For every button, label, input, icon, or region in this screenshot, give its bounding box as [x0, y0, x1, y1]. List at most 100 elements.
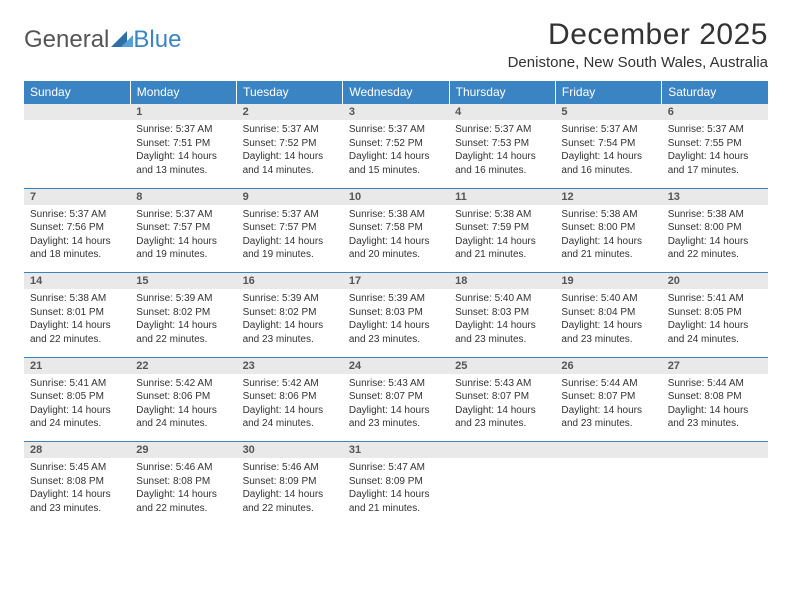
sunrise-text: Sunrise: 5:42 AM: [243, 377, 337, 391]
daylight-text: Daylight: 14 hours and 23 minutes.: [455, 404, 549, 431]
day-number-cell: 13: [662, 188, 768, 205]
day-content-cell: [555, 458, 661, 526]
day-number-cell: 27: [662, 357, 768, 374]
day-content-cell: Sunrise: 5:38 AMSunset: 8:00 PMDaylight:…: [555, 205, 661, 273]
sunrise-text: Sunrise: 5:37 AM: [136, 208, 230, 222]
sunrise-text: Sunrise: 5:43 AM: [455, 377, 549, 391]
header: General Blue December 2025 Denistone, Ne…: [24, 18, 768, 71]
weekday-header: Tuesday: [237, 81, 343, 104]
daylight-text: Daylight: 14 hours and 23 minutes.: [349, 319, 443, 346]
daylight-text: Daylight: 14 hours and 15 minutes.: [349, 150, 443, 177]
day-content-cell: Sunrise: 5:37 AMSunset: 7:54 PMDaylight:…: [555, 120, 661, 188]
day-number-cell: [662, 442, 768, 459]
sunrise-text: Sunrise: 5:40 AM: [455, 292, 549, 306]
day-number-cell: 5: [555, 104, 661, 121]
day-number-cell: 25: [449, 357, 555, 374]
sunset-text: Sunset: 7:53 PM: [455, 137, 549, 151]
day-number-cell: [449, 442, 555, 459]
day-content-row: Sunrise: 5:41 AMSunset: 8:05 PMDaylight:…: [24, 374, 768, 442]
sunset-text: Sunset: 8:01 PM: [30, 306, 124, 320]
daylight-text: Daylight: 14 hours and 17 minutes.: [668, 150, 762, 177]
sunrise-text: Sunrise: 5:37 AM: [561, 123, 655, 137]
day-number-cell: 6: [662, 104, 768, 121]
day-number-row: 28293031: [24, 442, 768, 459]
sunset-text: Sunset: 7:52 PM: [349, 137, 443, 151]
sunset-text: Sunset: 8:08 PM: [668, 390, 762, 404]
sunset-text: Sunset: 8:07 PM: [349, 390, 443, 404]
sunrise-text: Sunrise: 5:37 AM: [455, 123, 549, 137]
day-number-cell: 17: [343, 273, 449, 290]
sunset-text: Sunset: 7:58 PM: [349, 221, 443, 235]
day-number-row: 78910111213: [24, 188, 768, 205]
sunrise-text: Sunrise: 5:39 AM: [136, 292, 230, 306]
day-number-cell: 1: [130, 104, 236, 121]
sunset-text: Sunset: 8:04 PM: [561, 306, 655, 320]
day-content-cell: Sunrise: 5:37 AMSunset: 7:52 PMDaylight:…: [237, 120, 343, 188]
day-content-cell: Sunrise: 5:47 AMSunset: 8:09 PMDaylight:…: [343, 458, 449, 526]
day-content-cell: Sunrise: 5:37 AMSunset: 7:57 PMDaylight:…: [237, 205, 343, 273]
day-number-cell: 16: [237, 273, 343, 290]
day-content-row: Sunrise: 5:38 AMSunset: 8:01 PMDaylight:…: [24, 289, 768, 357]
sunrise-text: Sunrise: 5:46 AM: [243, 461, 337, 475]
sunset-text: Sunset: 8:08 PM: [136, 475, 230, 489]
day-content-cell: [662, 458, 768, 526]
sunset-text: Sunset: 8:07 PM: [455, 390, 549, 404]
day-number-cell: 28: [24, 442, 130, 459]
sunset-text: Sunset: 8:02 PM: [136, 306, 230, 320]
sunset-text: Sunset: 8:08 PM: [30, 475, 124, 489]
weekday-header: Thursday: [449, 81, 555, 104]
sunset-text: Sunset: 8:06 PM: [136, 390, 230, 404]
day-number-cell: 23: [237, 357, 343, 374]
sunset-text: Sunset: 7:55 PM: [668, 137, 762, 151]
day-content-cell: Sunrise: 5:45 AMSunset: 8:08 PMDaylight:…: [24, 458, 130, 526]
day-content-cell: Sunrise: 5:43 AMSunset: 8:07 PMDaylight:…: [449, 374, 555, 442]
day-content-cell: Sunrise: 5:41 AMSunset: 8:05 PMDaylight:…: [662, 289, 768, 357]
sunrise-text: Sunrise: 5:38 AM: [455, 208, 549, 222]
day-number-cell: 20: [662, 273, 768, 290]
sunset-text: Sunset: 8:06 PM: [243, 390, 337, 404]
sunset-text: Sunset: 8:03 PM: [455, 306, 549, 320]
day-number-cell: 8: [130, 188, 236, 205]
page-title: December 2025: [508, 18, 768, 52]
sunrise-text: Sunrise: 5:37 AM: [668, 123, 762, 137]
day-number-cell: 4: [449, 104, 555, 121]
day-content-cell: Sunrise: 5:46 AMSunset: 8:09 PMDaylight:…: [237, 458, 343, 526]
sunrise-text: Sunrise: 5:44 AM: [561, 377, 655, 391]
sunset-text: Sunset: 7:54 PM: [561, 137, 655, 151]
daylight-text: Daylight: 14 hours and 22 minutes.: [243, 488, 337, 515]
sunrise-text: Sunrise: 5:41 AM: [30, 377, 124, 391]
sunrise-text: Sunrise: 5:43 AM: [349, 377, 443, 391]
day-number-cell: 22: [130, 357, 236, 374]
day-content-cell: Sunrise: 5:39 AMSunset: 8:02 PMDaylight:…: [130, 289, 236, 357]
day-content-cell: Sunrise: 5:40 AMSunset: 8:04 PMDaylight:…: [555, 289, 661, 357]
sunset-text: Sunset: 7:57 PM: [243, 221, 337, 235]
daylight-text: Daylight: 14 hours and 24 minutes.: [30, 404, 124, 431]
sunset-text: Sunset: 7:52 PM: [243, 137, 337, 151]
day-number-cell: [555, 442, 661, 459]
day-number-cell: 7: [24, 188, 130, 205]
sunrise-text: Sunrise: 5:45 AM: [30, 461, 124, 475]
day-number-cell: 3: [343, 104, 449, 121]
day-number-row: 14151617181920: [24, 273, 768, 290]
day-content-cell: Sunrise: 5:39 AMSunset: 8:03 PMDaylight:…: [343, 289, 449, 357]
day-number-cell: 31: [343, 442, 449, 459]
day-content-cell: [24, 120, 130, 188]
logo-text-blue: Blue: [133, 26, 181, 54]
sunset-text: Sunset: 8:05 PM: [30, 390, 124, 404]
daylight-text: Daylight: 14 hours and 23 minutes.: [668, 404, 762, 431]
day-content-cell: Sunrise: 5:37 AMSunset: 7:52 PMDaylight:…: [343, 120, 449, 188]
day-content-cell: Sunrise: 5:44 AMSunset: 8:07 PMDaylight:…: [555, 374, 661, 442]
day-content-cell: Sunrise: 5:38 AMSunset: 8:01 PMDaylight:…: [24, 289, 130, 357]
day-content-cell: Sunrise: 5:37 AMSunset: 7:51 PMDaylight:…: [130, 120, 236, 188]
day-content-cell: Sunrise: 5:38 AMSunset: 7:59 PMDaylight:…: [449, 205, 555, 273]
sunset-text: Sunset: 8:09 PM: [243, 475, 337, 489]
sunrise-text: Sunrise: 5:41 AM: [668, 292, 762, 306]
sunrise-text: Sunrise: 5:37 AM: [136, 123, 230, 137]
daylight-text: Daylight: 14 hours and 24 minutes.: [668, 319, 762, 346]
daylight-text: Daylight: 14 hours and 16 minutes.: [455, 150, 549, 177]
sunset-text: Sunset: 8:07 PM: [561, 390, 655, 404]
day-content-cell: Sunrise: 5:40 AMSunset: 8:03 PMDaylight:…: [449, 289, 555, 357]
day-content-cell: Sunrise: 5:39 AMSunset: 8:02 PMDaylight:…: [237, 289, 343, 357]
day-number-cell: 9: [237, 188, 343, 205]
day-content-cell: Sunrise: 5:37 AMSunset: 7:56 PMDaylight:…: [24, 205, 130, 273]
